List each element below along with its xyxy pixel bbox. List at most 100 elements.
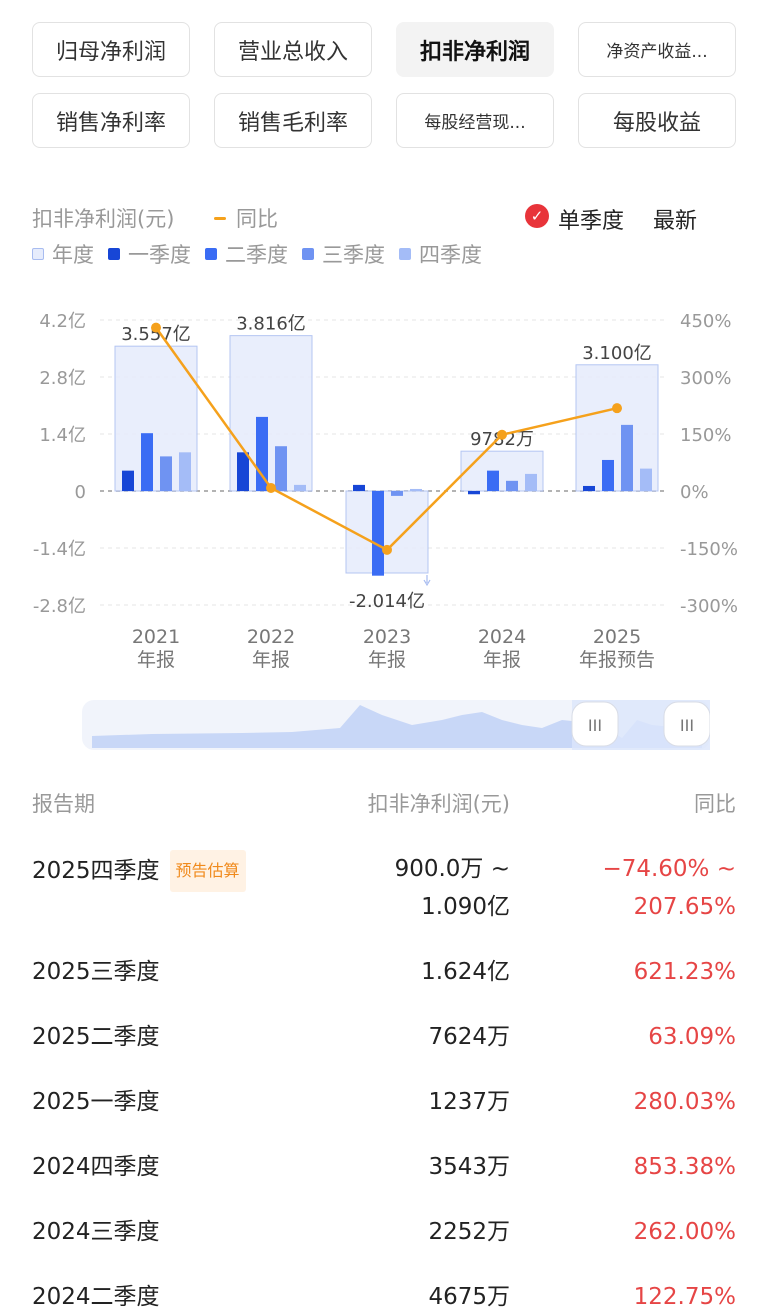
x-tick-year: 2025 xyxy=(593,626,641,648)
row-yoy: 621.23% xyxy=(634,953,736,991)
legend-swatch xyxy=(399,248,411,260)
profit-chart: 4.2亿 2.8亿 1.4亿 0 -1.4亿 -2.8亿 450% 300% 150% 0% -15… xyxy=(33,311,738,671)
right-axis-tick: 0% xyxy=(680,482,709,503)
period-text: 2025三季度 xyxy=(32,959,160,985)
period-text: 2024四季度 xyxy=(32,1154,160,1180)
legend-swatch xyxy=(302,248,314,260)
right-axis-tick: 300% xyxy=(680,368,731,389)
legend-swatch xyxy=(108,248,120,260)
metric-title: 扣非净利润(元) xyxy=(32,207,175,231)
legend-series-3[interactable]: 三季度 xyxy=(302,239,385,269)
legend-series-4[interactable]: 四季度 xyxy=(399,239,482,269)
x-tick-period: 年报 xyxy=(252,649,290,671)
period-text: 2024二季度 xyxy=(32,1284,160,1310)
latest-button[interactable]: 最新 xyxy=(653,209,698,234)
slider-right-handle[interactable] xyxy=(663,701,710,747)
value-line: 1.624亿 xyxy=(421,959,510,985)
quarter-bar xyxy=(294,484,306,491)
tab-3[interactable]: 净资产收益... xyxy=(578,22,736,77)
yoy-line: 122.75% xyxy=(633,1284,736,1310)
tab-4[interactable]: 销售净利率 xyxy=(32,93,190,148)
forecast-badge: 预告估算 xyxy=(169,850,246,892)
quarter-bar xyxy=(468,491,480,495)
quarter-bar xyxy=(487,470,499,491)
value-line: 1237万 xyxy=(428,1089,510,1115)
legend-swatch xyxy=(32,248,44,260)
yoy-line: 621.23% xyxy=(633,959,736,985)
yoy-legend-label: 同比 xyxy=(236,207,278,231)
yoy-line: 63.09% xyxy=(648,1024,736,1050)
row-value: 1.624亿 xyxy=(421,953,510,991)
value-line: 4675万 xyxy=(428,1284,510,1310)
value-line: 3543万 xyxy=(428,1154,510,1180)
series-legend: 年度 一季度 二季度 三季度 四季度 xyxy=(32,239,496,269)
left-handle-grip-icon: III xyxy=(588,716,602,735)
legend-series-2[interactable]: 二季度 xyxy=(205,239,288,269)
slider-preview-area xyxy=(92,705,702,748)
row-period: 2024二季度 xyxy=(32,1278,160,1316)
row-value: 2252万 xyxy=(428,1213,510,1251)
yoy-legend[interactable]: 同比 xyxy=(214,203,278,233)
tab-7[interactable]: 每股收益 xyxy=(578,93,736,148)
row-value: 4675万 xyxy=(428,1278,510,1316)
yoy-point xyxy=(497,429,507,440)
right-handle-grip-icon: III xyxy=(680,716,694,735)
metric-tabs: 归母净利润 营业总收入 扣非净利润 净资产收益... 销售净利率 销售毛利率 每股经营现..… xyxy=(32,22,736,148)
right-axis-tick: 150% xyxy=(680,425,731,446)
value-line: 900.0万 ~ xyxy=(394,856,510,882)
yoy-line: 853.38% xyxy=(633,1154,736,1180)
left-axis-tick: 4.2亿 xyxy=(39,311,86,332)
row-yoy: 262.00% xyxy=(634,1213,736,1251)
tab-6[interactable]: 每股经营现... xyxy=(396,93,554,148)
yoy-line: 280.03% xyxy=(633,1089,736,1115)
tab-0[interactable]: 归母净利润 xyxy=(32,22,190,77)
yoy-line-swatch xyxy=(214,216,226,220)
row-yoy: 280.03% xyxy=(634,1083,736,1121)
down-arrow-icon xyxy=(423,575,431,587)
period-text: 2025一季度 xyxy=(32,1089,160,1115)
legend-series-1[interactable]: 一季度 xyxy=(108,239,191,269)
left-axis-tick: 1.4亿 xyxy=(39,425,86,446)
value-line: 2252万 xyxy=(428,1219,510,1245)
x-tick-period: 年报 xyxy=(137,649,175,671)
x-tick-year: 2022 xyxy=(247,626,295,648)
quarter-bar xyxy=(525,473,537,491)
row-yoy: 122.75% xyxy=(634,1278,736,1316)
col-yoy: 同比 xyxy=(694,792,736,816)
legend-series-0[interactable]: 年度 xyxy=(32,239,94,269)
quarter-bar xyxy=(621,424,633,491)
x-tick-period: 年报 xyxy=(368,649,406,671)
single-quarter-toggle[interactable]: 单季度 xyxy=(558,209,625,234)
col-period: 报告期 xyxy=(32,792,95,816)
annual-bar xyxy=(229,335,313,492)
left-axis-tick: -2.8亿 xyxy=(33,596,86,617)
col-value: 扣非净利润(元) xyxy=(367,792,510,816)
quarter-bar xyxy=(372,491,384,576)
annual-value-label: 3.557亿 xyxy=(121,324,191,345)
legend-label: 三季度 xyxy=(322,243,385,267)
range-slider[interactable]: III III xyxy=(82,700,710,750)
row-value: 7624万 xyxy=(428,1018,510,1056)
yoy-line: 262.00% xyxy=(633,1219,736,1245)
quarter-bar xyxy=(583,485,595,491)
slider-left-handle[interactable] xyxy=(571,701,619,747)
checkmark-icon[interactable]: ✓ xyxy=(525,204,549,228)
yoy-point xyxy=(151,322,161,333)
right-axis-tick: -300% xyxy=(680,596,738,617)
yoy-point xyxy=(612,403,622,414)
yoy-line: −74.60% ~ xyxy=(602,856,736,882)
tab-5[interactable]: 销售毛利率 xyxy=(214,93,372,148)
legend-label: 四季度 xyxy=(419,243,482,267)
quarter-bar xyxy=(353,484,365,491)
yoy-point xyxy=(266,482,276,493)
row-yoy: 63.09% xyxy=(648,1018,736,1056)
tab-1[interactable]: 营业总收入 xyxy=(214,22,372,77)
tab-2[interactable]: 扣非净利润 xyxy=(396,22,554,77)
quarter-bar xyxy=(141,433,153,491)
quarter-bar xyxy=(391,491,403,496)
period-text: 2024三季度 xyxy=(32,1219,160,1245)
left-axis-tick: 0 xyxy=(75,482,86,503)
quarter-bar xyxy=(122,470,134,491)
quarter-bar xyxy=(179,452,191,491)
x-tick-year: 2021 xyxy=(132,626,180,648)
